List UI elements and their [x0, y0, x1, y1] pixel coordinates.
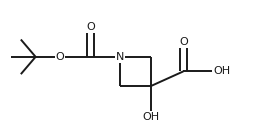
- Text: O: O: [179, 37, 188, 47]
- Text: O: O: [86, 22, 95, 32]
- Text: N: N: [116, 52, 124, 62]
- Text: O: O: [55, 52, 64, 62]
- Text: OH: OH: [143, 112, 160, 122]
- Text: OH: OH: [213, 66, 230, 76]
